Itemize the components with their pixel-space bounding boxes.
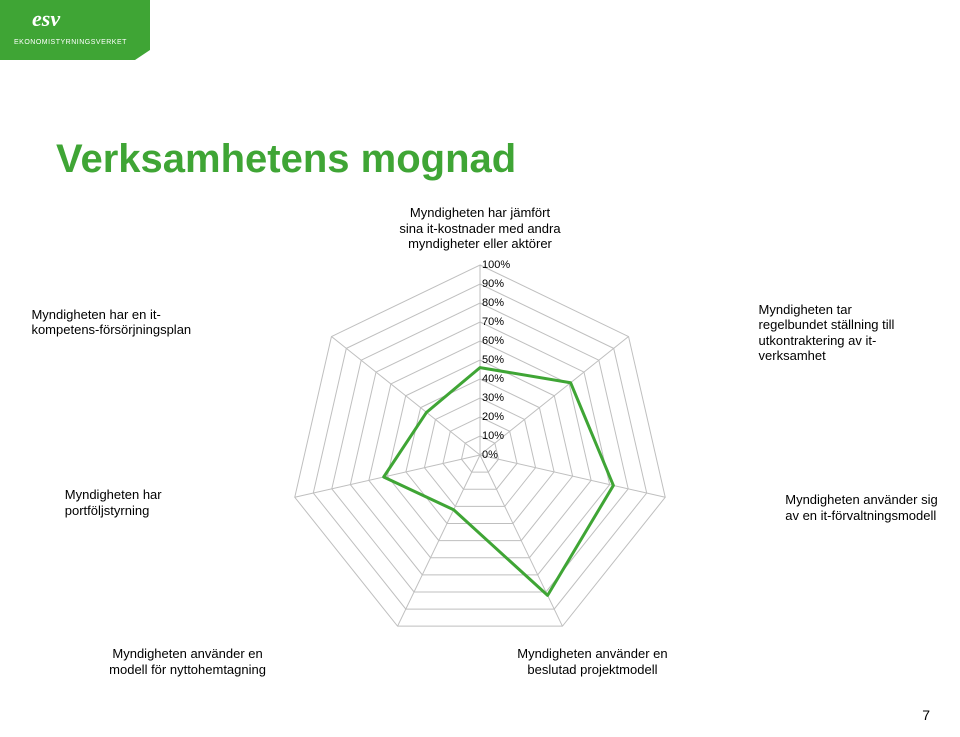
page-number: 7 xyxy=(922,707,930,723)
radar-axis-label: Myndigheten använder en beslutad projekt… xyxy=(502,646,682,677)
radar-scale-label: 30% xyxy=(482,392,504,404)
radar-scale-label: 50% xyxy=(482,354,504,366)
radar-scale-label: 10% xyxy=(482,430,504,442)
radar-chart: 100% 90% 80% 70% 60% 50% 40% 30% 20% 10% 0% Myndigh… xyxy=(210,170,750,650)
radar-axis-label: Myndigheten har en it- kompetens-försörj… xyxy=(31,307,231,338)
radar-axis-label: Myndigheten använder en modell för nytto… xyxy=(93,646,283,677)
radar-scale-label: 0% xyxy=(482,449,498,461)
radar-axis-label: Myndigheten tar regelbundet ställning ti… xyxy=(759,302,939,364)
brand-text: EKONOMISTYRNINGSVERKET xyxy=(14,39,127,46)
radar-scale-label: 90% xyxy=(482,278,504,290)
radar-scale-label: 70% xyxy=(482,316,504,328)
radar-scale-label: 80% xyxy=(482,297,504,309)
radar-scale-label: 20% xyxy=(482,411,504,423)
radar-scale-label: 60% xyxy=(482,335,504,347)
radar-axis-label: Myndigheten har portföljstyrning xyxy=(65,487,195,518)
radar-axis-label: Myndigheten använder sig av en it-förval… xyxy=(785,492,960,523)
brand-flag: esv EKONOMISTYRNINGSVERKET xyxy=(0,0,180,75)
radar-axis-label: Myndigheten har jämfört sina it-kostnade… xyxy=(370,205,590,252)
svg-text:esv: esv xyxy=(32,6,60,31)
radar-scale-label: 40% xyxy=(482,373,504,385)
radar-scale-label: 100% xyxy=(482,259,510,271)
